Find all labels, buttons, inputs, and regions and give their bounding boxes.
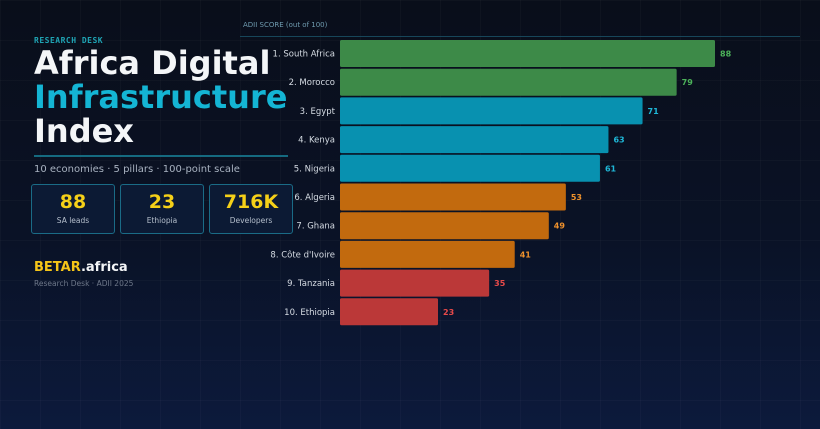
value-label: 23 xyxy=(443,308,454,317)
stat-card: 716K Developers xyxy=(209,184,293,234)
value-label: 35 xyxy=(494,279,506,288)
brand-name: BETAR xyxy=(34,260,81,275)
title-line-1: Africa Digital xyxy=(34,44,271,82)
value-label: 79 xyxy=(682,78,694,87)
category-label: 5. Nigeria xyxy=(294,164,335,174)
stat-value: 716K xyxy=(223,191,279,213)
value-label: 61 xyxy=(605,164,617,173)
category-label: 4. Kenya xyxy=(298,136,335,146)
brand-logo: BETAR.africa xyxy=(34,260,128,275)
chart-title: ADII SCORE (out of 100) xyxy=(243,21,328,29)
category-label: 7. Ghana xyxy=(296,222,335,232)
stat-value: 23 xyxy=(148,191,176,213)
stat-label: Developers xyxy=(229,216,273,225)
bar xyxy=(340,40,715,67)
category-label: 9. Tanzania xyxy=(287,279,335,289)
subtitle: 10 economies · 5 pillars · 100-point sca… xyxy=(34,164,240,175)
value-label: 53 xyxy=(571,193,582,202)
brand-suffix: .africa xyxy=(80,260,128,275)
value-label: 63 xyxy=(613,136,624,145)
footer-text: Research Desk · ADII 2025 xyxy=(34,279,134,288)
stat-card: 88 SA leads xyxy=(31,184,115,234)
title-line-2: Infrastructure xyxy=(34,78,288,116)
bar xyxy=(340,240,515,268)
value-label: 71 xyxy=(648,107,660,116)
category-label: 2. Morocco xyxy=(289,78,335,88)
category-label: 6. Algeria xyxy=(294,193,335,203)
bar xyxy=(340,212,549,240)
bar xyxy=(340,154,600,182)
bar xyxy=(340,269,490,297)
category-label: 8. Côte d'Ivoire xyxy=(270,249,335,260)
bar xyxy=(340,183,566,211)
divider xyxy=(34,155,288,157)
category-label: 3. Egypt xyxy=(300,107,336,117)
stat-card: 23 Ethiopia xyxy=(120,184,204,234)
eyebrow-label: RESEARCH DESK xyxy=(34,36,104,45)
bar xyxy=(340,97,643,125)
title-line-3: Index xyxy=(34,112,134,150)
bar xyxy=(340,68,677,96)
bar xyxy=(340,298,439,326)
stat-value: 88 xyxy=(59,191,87,213)
category-label: 10. Ethiopia xyxy=(284,308,335,318)
value-label: 88 xyxy=(720,50,732,59)
stat-label: SA leads xyxy=(56,216,90,225)
stat-label: Ethiopia xyxy=(146,216,178,225)
value-label: 41 xyxy=(520,250,532,259)
category-label: 1. South Africa xyxy=(273,50,335,60)
chart-header-rule xyxy=(240,36,800,37)
bar xyxy=(340,126,609,154)
value-label: 49 xyxy=(554,222,566,231)
